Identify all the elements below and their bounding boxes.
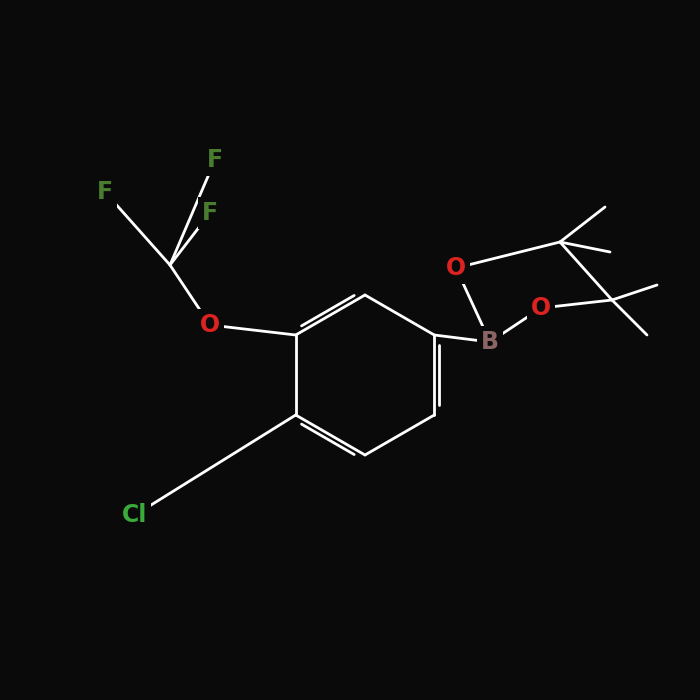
Text: F: F xyxy=(202,201,218,225)
Text: F: F xyxy=(207,148,223,172)
Text: O: O xyxy=(446,256,466,280)
Text: B: B xyxy=(481,330,499,354)
Text: Cl: Cl xyxy=(122,503,148,527)
Text: F: F xyxy=(97,180,113,204)
Text: O: O xyxy=(200,313,220,337)
Text: O: O xyxy=(531,296,551,320)
